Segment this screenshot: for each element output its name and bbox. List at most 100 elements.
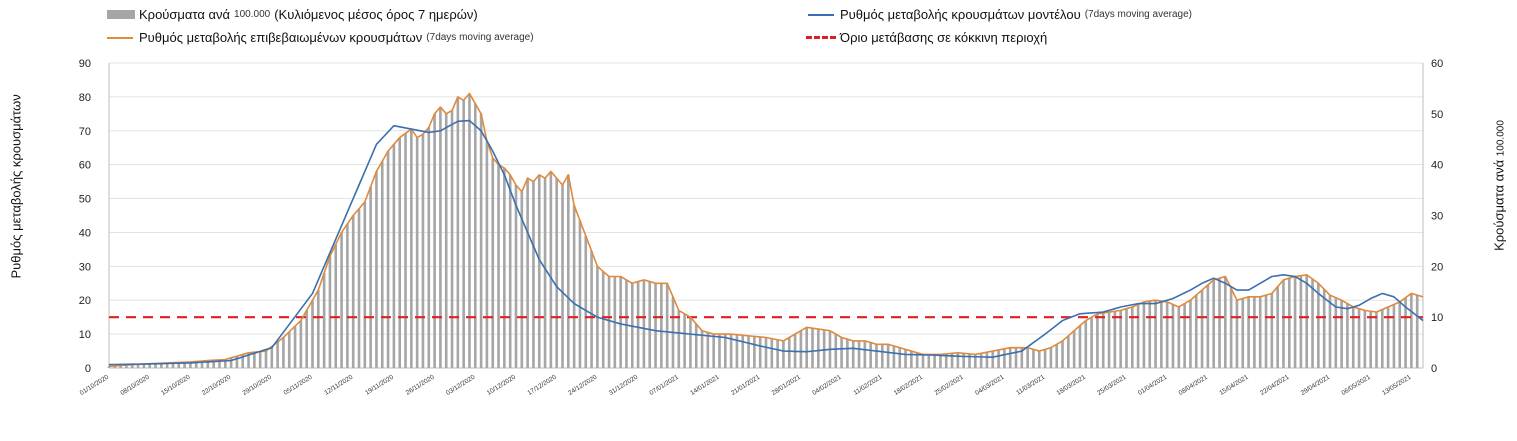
- x-tick-label: 07/01/2021: [649, 374, 681, 397]
- bar: [968, 353, 971, 368]
- bar: [241, 354, 245, 368]
- bar: [1008, 347, 1012, 368]
- bar: [299, 320, 303, 368]
- bar: [1276, 286, 1279, 368]
- right-tick-label: 30: [1431, 211, 1443, 223]
- bar: [334, 244, 338, 368]
- bar: [561, 185, 564, 368]
- bar: [747, 335, 750, 368]
- bar: [415, 137, 419, 368]
- bar: [1369, 311, 1372, 368]
- bar: [526, 178, 529, 368]
- legend-threshold-label: Όριο μετάβασης σε κόκκινη περιοχή: [840, 30, 1048, 45]
- bar: [910, 351, 913, 368]
- bar: [253, 352, 256, 368]
- bar: [1317, 283, 1320, 368]
- bar: [1351, 307, 1355, 368]
- bar: [991, 351, 995, 368]
- bar: [1398, 301, 1402, 368]
- bar: [130, 364, 134, 368]
- bar: [1061, 340, 1064, 368]
- legend-item-threshold: Όριο μετάβασης σε κόκκινη περιοχή: [806, 30, 1047, 45]
- bar: [305, 310, 308, 368]
- bar: [183, 362, 186, 368]
- bar: [479, 113, 483, 368]
- bar: [287, 331, 291, 368]
- bar: [851, 340, 855, 368]
- bar: [1386, 307, 1390, 368]
- bar: [1043, 349, 1047, 368]
- bar: [741, 335, 745, 368]
- bar: [107, 366, 111, 368]
- x-tick-label: 29/04/2021: [1300, 374, 1332, 397]
- bar: [328, 256, 332, 368]
- bar: [200, 361, 204, 368]
- legend-swatch-threshold: [806, 36, 836, 39]
- bar: [380, 161, 384, 368]
- right-tick-label: 10: [1431, 312, 1443, 324]
- bar: [689, 317, 692, 368]
- bar: [468, 93, 471, 368]
- bar: [1334, 297, 1338, 368]
- bar: [886, 344, 890, 368]
- x-tick-label: 11/03/2021: [1015, 374, 1046, 397]
- bar: [927, 354, 931, 368]
- bar: [357, 208, 361, 368]
- bar: [1107, 312, 1111, 368]
- bar: [229, 357, 233, 368]
- bar: [723, 334, 727, 368]
- legend-bars-rest: (Κυλιόμενος μέσος όρος 7 ημερών): [274, 7, 478, 22]
- bar: [590, 251, 593, 368]
- bar: [1154, 300, 1157, 368]
- bar: [346, 223, 349, 368]
- bar: [904, 349, 907, 368]
- bar: [1113, 311, 1117, 368]
- bar: [514, 185, 518, 368]
- x-tick-label: 26/11/2020: [405, 374, 436, 397]
- bar: [642, 279, 646, 368]
- bar: [1014, 347, 1018, 368]
- bar: [735, 334, 739, 368]
- bar: [450, 110, 454, 368]
- right-tick-label: 50: [1431, 109, 1443, 121]
- x-tick-label: 01/10/2020: [79, 374, 111, 397]
- bar: [1037, 351, 1041, 368]
- bar: [206, 360, 210, 368]
- bar: [1270, 293, 1274, 368]
- legend-model-small: (7days moving average): [1084, 9, 1192, 20]
- bar: [1130, 307, 1134, 368]
- bar: [1229, 288, 1233, 368]
- bar: [619, 276, 622, 368]
- bar: [758, 336, 762, 368]
- bar: [1026, 347, 1029, 368]
- left-tick-label: 50: [79, 194, 91, 206]
- x-tick-label: 03/12/2020: [445, 374, 477, 397]
- x-tick-label: 05/11/2020: [283, 374, 314, 397]
- left-tick-label: 10: [79, 329, 91, 341]
- x-tick-label: 15/10/2020: [160, 374, 192, 397]
- bar: [1404, 297, 1407, 368]
- bar: [282, 337, 285, 368]
- bar: [369, 186, 372, 368]
- bar: [212, 360, 215, 368]
- bar: [1258, 296, 1262, 368]
- bar: [171, 362, 175, 368]
- x-tick-label: 22/10/2020: [201, 374, 233, 397]
- bar: [404, 133, 407, 368]
- bar: [683, 313, 686, 368]
- bar: [706, 332, 710, 368]
- right-tick-label: 0: [1431, 363, 1437, 375]
- bar: [1410, 293, 1413, 368]
- bar: [1357, 308, 1361, 368]
- bar: [1212, 279, 1215, 368]
- bar: [1136, 304, 1140, 368]
- bar: [1142, 301, 1146, 368]
- left-tick-label: 0: [85, 363, 91, 375]
- bar: [770, 338, 774, 368]
- bar: [1194, 295, 1198, 368]
- x-tick-label: 25/03/2021: [1096, 374, 1128, 397]
- bar: [165, 362, 169, 368]
- bar: [776, 339, 779, 368]
- bar: [1287, 278, 1291, 368]
- x-tick-label: 31/12/2020: [608, 374, 640, 397]
